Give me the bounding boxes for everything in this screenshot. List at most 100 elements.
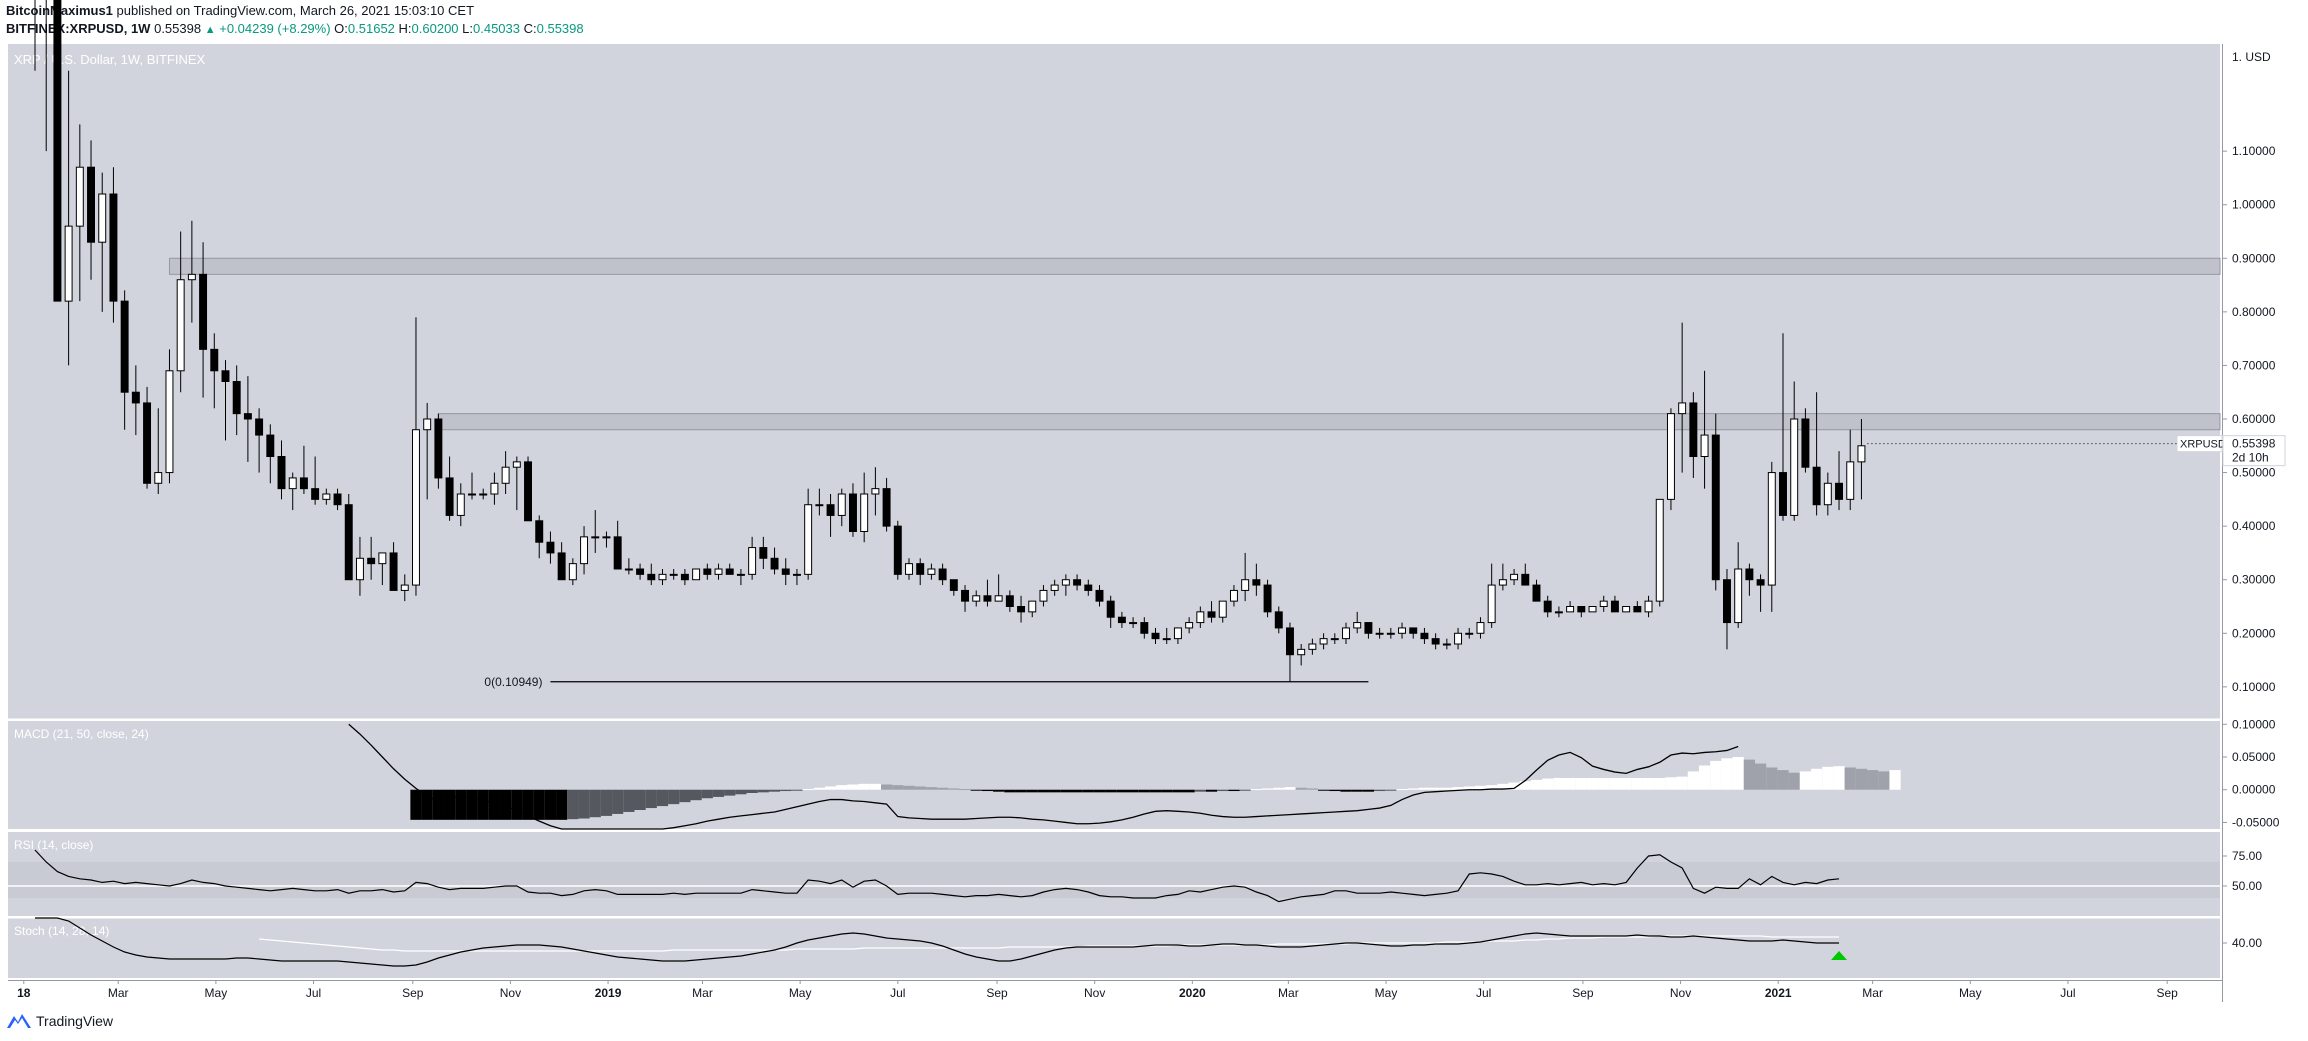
- macd-histogram-bar: [488, 789, 501, 820]
- fib-level-label: 0(0.10949): [484, 675, 542, 689]
- candle-up: [580, 536, 589, 565]
- candle-down: [1543, 600, 1552, 613]
- candle-up: [1566, 606, 1575, 613]
- candle-down: [1364, 622, 1373, 634]
- candle-down: [1521, 573, 1530, 586]
- time-tick-label: Mar: [1862, 986, 1883, 1000]
- candle-down: [1140, 622, 1149, 634]
- candle-down: [849, 493, 857, 532]
- candle-up: [1330, 638, 1339, 641]
- macd-histogram-bar: [1676, 776, 1688, 790]
- triangle-up-icon: [1831, 951, 1848, 960]
- high-value: 0.60200: [411, 21, 459, 36]
- macd-histogram-bar: [443, 789, 456, 820]
- macd-histogram-bar: [432, 789, 444, 820]
- macd-histogram-bar: [903, 785, 915, 790]
- macd-histogram-bar: [925, 787, 938, 790]
- macd-histogram-bar: [959, 789, 971, 791]
- macd-histogram-bar: [1766, 767, 1778, 790]
- macd-histogram-bar: [410, 789, 422, 820]
- candle-up: [927, 568, 936, 575]
- candle-up: [1039, 589, 1048, 602]
- candle-down: [1117, 616, 1126, 624]
- candle-down: [546, 541, 555, 554]
- macd-histogram-bar: [1149, 789, 1162, 793]
- triangle-up-icon: ▲: [204, 24, 216, 36]
- candle-down: [1207, 611, 1216, 618]
- candle-up: [400, 584, 409, 591]
- macd-histogram-bar: [455, 789, 467, 820]
- macd-histogram-bar: [1194, 789, 1206, 792]
- candle-down: [1633, 606, 1642, 613]
- macd-histogram-bar: [1609, 777, 1621, 790]
- candle-down: [199, 273, 208, 350]
- macd-histogram-bar: [1463, 786, 1475, 790]
- macd-histogram-bar: [880, 784, 893, 790]
- macd-histogram-bar: [1127, 789, 1139, 793]
- macd-histogram-bar: [1340, 789, 1352, 792]
- rsi-tick-label: 75.00: [2232, 849, 2262, 863]
- candle-up: [1700, 434, 1709, 458]
- candle-down: [1286, 627, 1294, 656]
- low-value: 0.45033: [473, 21, 520, 36]
- candle-down: [916, 563, 925, 575]
- candle-down: [770, 557, 779, 570]
- candle-down: [266, 434, 275, 458]
- macd-histogram-bar: [869, 783, 881, 790]
- candle-up: [1846, 461, 1855, 500]
- candle-down: [143, 402, 152, 484]
- candle-up: [98, 193, 107, 243]
- candle-up: [1622, 606, 1631, 613]
- macd-histogram-bar: [578, 789, 590, 819]
- time-tick-label: Jul: [306, 986, 321, 1000]
- candle-down: [1577, 606, 1586, 613]
- macd-histogram-bar: [1261, 788, 1274, 790]
- price-tick-label: 0.70000: [2232, 358, 2276, 372]
- candle-up: [1554, 611, 1563, 614]
- candle-down: [210, 348, 219, 372]
- macd-histogram-bar: [421, 789, 433, 820]
- macd-histogram-bar: [1799, 771, 1812, 790]
- candle-down: [535, 520, 544, 543]
- candle-down: [53, 0, 62, 302]
- candle-up: [1050, 584, 1059, 591]
- time-tick-label: 2021: [1765, 986, 1792, 1000]
- candle-down: [1005, 595, 1014, 607]
- time-axis-background: [8, 980, 2220, 1002]
- macd-histogram-bar: [466, 789, 478, 820]
- candle-down: [311, 488, 320, 500]
- macd-histogram-bar: [1284, 787, 1296, 790]
- candle-down: [243, 413, 252, 420]
- time-tick-label: Jul: [2060, 986, 2075, 1000]
- candle-up: [412, 429, 420, 586]
- macd-histogram-bar: [735, 789, 747, 795]
- candle-up: [1162, 638, 1171, 641]
- candle-up: [1319, 638, 1328, 645]
- time-tick-label: May: [1375, 986, 1398, 1000]
- candle-down: [299, 477, 308, 490]
- candle-down: [1252, 579, 1261, 586]
- candle-up: [423, 418, 432, 431]
- candle-up: [714, 568, 723, 575]
- candle-down: [1106, 600, 1115, 618]
- candle-down: [1073, 579, 1082, 586]
- macd-histogram-bar: [970, 789, 982, 791]
- candle-up: [1308, 643, 1317, 650]
- macd-histogram-bar: [1183, 789, 1195, 793]
- candle-up: [669, 573, 678, 576]
- macd-histogram-bar: [1542, 778, 1554, 790]
- candle-down: [333, 493, 342, 506]
- footer-brand[interactable]: TradingView: [36, 1013, 114, 1029]
- candle-up: [1767, 472, 1776, 586]
- candle-up: [176, 279, 185, 372]
- rsi-band: [8, 862, 2220, 898]
- macd-histogram-bar: [1295, 787, 1307, 790]
- macd-histogram-bar: [1586, 777, 1599, 790]
- macd-histogram-bar: [981, 789, 994, 792]
- candle-down: [1274, 611, 1283, 629]
- candle-down: [1745, 568, 1754, 581]
- tradingview-logo-icon: [7, 1014, 31, 1028]
- macd-histogram-bar: [1844, 767, 1856, 790]
- candle-up: [1218, 600, 1227, 618]
